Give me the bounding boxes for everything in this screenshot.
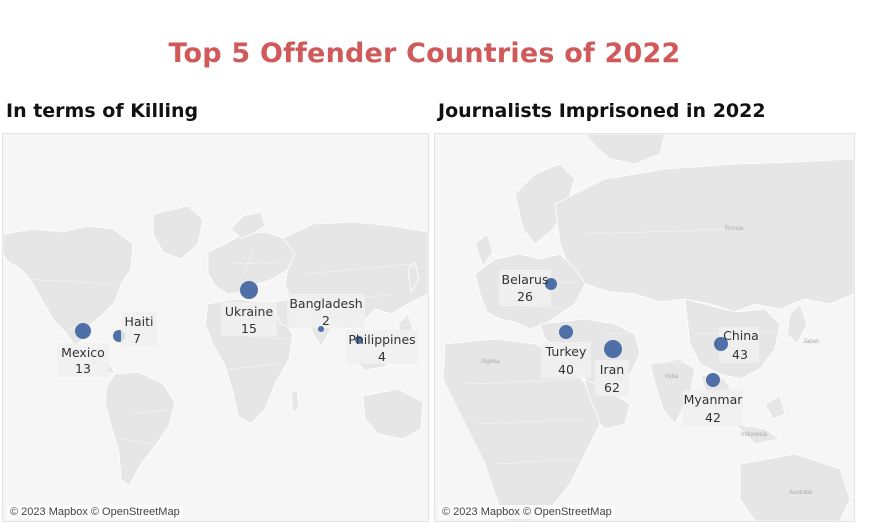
marker-dot-iran[interactable] xyxy=(604,340,622,358)
marker-dot-philippines[interactable] xyxy=(355,336,363,344)
geo-label-indonesia: Indonesia xyxy=(741,432,768,438)
label-belarus-value: 26 xyxy=(517,289,533,304)
marker-dot-bangladesh[interactable] xyxy=(318,326,324,332)
map-attribution-right[interactable]: © 2023 Mapbox © OpenStreetMap xyxy=(439,505,615,519)
imprisoned-map-canvas: Russia Japan Algeria India Indonesia Aus… xyxy=(442,134,854,521)
marker-haiti[interactable]: Haiti 7 xyxy=(113,312,157,346)
marker-china[interactable]: China 43 xyxy=(714,327,759,363)
label-philippines-name: Philippines xyxy=(348,332,415,347)
geo-label-japan: Japan xyxy=(803,339,819,345)
label-iran-value: 62 xyxy=(604,380,620,395)
label-turkey-name: Turkey xyxy=(545,344,587,359)
marker-philippines[interactable]: Philippines 4 xyxy=(346,330,418,364)
marker-dot-belarus[interactable] xyxy=(545,278,557,290)
label-myanmar-value: 42 xyxy=(705,410,721,425)
label-bangladesh-name: Bangladesh xyxy=(289,296,362,311)
label-bangladesh-value: 2 xyxy=(322,313,330,328)
marker-bangladesh[interactable]: Bangladesh 2 xyxy=(287,294,365,332)
marker-mexico[interactable]: Mexico 13 xyxy=(57,323,109,377)
killing-map-canvas: Mexico 13 Haiti 7 Ukraine 15 Bangladesh … xyxy=(3,205,428,487)
geo-label-australia: Australia xyxy=(789,490,813,496)
marker-ukraine[interactable]: Ukraine 15 xyxy=(221,281,277,336)
marker-belarus[interactable]: Belarus 26 xyxy=(499,270,557,306)
imprisoned-panel-title: Journalists Imprisoned in 2022 xyxy=(438,100,766,122)
label-china-name: China xyxy=(723,328,759,343)
imprisoned-map[interactable]: Russia Japan Algeria India Indonesia Aus… xyxy=(434,133,855,522)
label-ukraine-name: Ukraine xyxy=(225,304,274,319)
label-mexico-value: 13 xyxy=(75,361,91,376)
marker-iran[interactable]: Iran 62 xyxy=(595,340,629,396)
label-iran-name: Iran xyxy=(600,362,624,377)
label-ukraine-value: 15 xyxy=(241,321,257,336)
marker-turkey[interactable]: Turkey 40 xyxy=(541,325,591,378)
geo-label-india: India xyxy=(665,374,679,380)
killing-panel-title: In terms of Killing xyxy=(6,100,199,122)
marker-dot-china[interactable] xyxy=(714,337,728,351)
geo-label-russia: Russia xyxy=(725,226,744,232)
marker-dot-turkey[interactable] xyxy=(559,325,573,339)
geo-label-algeria: Algeria xyxy=(481,359,500,365)
world-landmass xyxy=(442,134,854,521)
marker-dot-ukraine[interactable] xyxy=(240,281,258,299)
marker-dot-mexico[interactable] xyxy=(75,323,91,339)
label-myanmar-name: Myanmar xyxy=(684,392,744,407)
marker-dot-myanmar[interactable] xyxy=(706,373,720,387)
killing-map[interactable]: Mexico 13 Haiti 7 Ukraine 15 Bangladesh … xyxy=(2,133,429,522)
label-haiti-name: Haiti xyxy=(125,314,154,329)
dashboard-title: Top 5 Offender Countries of 2022 xyxy=(168,38,681,69)
label-belarus-name: Belarus xyxy=(502,272,549,287)
label-philippines-value: 4 xyxy=(378,349,386,364)
label-turkey-value: 40 xyxy=(558,362,574,377)
map-attribution-left[interactable]: © 2023 Mapbox © OpenStreetMap xyxy=(7,505,183,519)
label-haiti-value: 7 xyxy=(133,331,141,346)
label-china-value: 43 xyxy=(732,347,748,362)
marker-myanmar[interactable]: Myanmar 42 xyxy=(683,373,743,426)
label-mexico-name: Mexico xyxy=(61,345,105,360)
